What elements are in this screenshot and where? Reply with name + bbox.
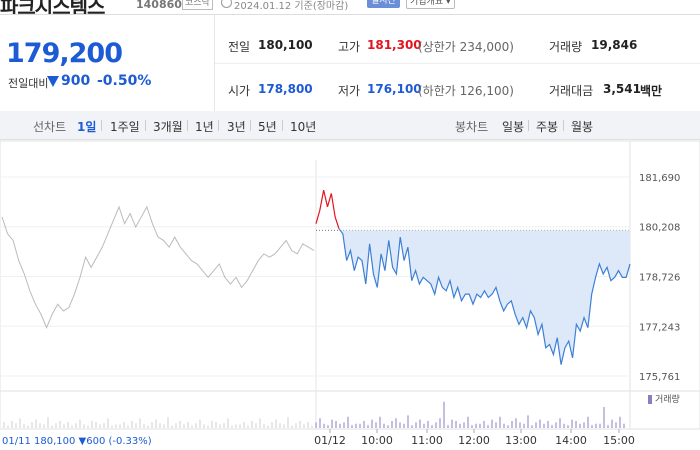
- price-info-panel: 179,200 전일대비 900 -0.50% 전일 180,100 고가 18…: [0, 14, 700, 113]
- candle-chart-label: 봉차트: [455, 120, 489, 134]
- divider: [101, 120, 102, 131]
- period-3m[interactable]: 3개월: [153, 120, 183, 134]
- market-badge: 코스닥: [182, 0, 213, 10]
- y-tick-label: 180,208: [639, 223, 680, 234]
- prev-day-summary: 01/11 180,100 ▼600 (-0.33%): [2, 436, 152, 447]
- divider: [250, 120, 251, 131]
- candle-weekly[interactable]: 주봉: [536, 120, 559, 134]
- company-overview-button[interactable]: 기업개요 ▾: [406, 0, 455, 9]
- amount-label: 거래대금: [549, 84, 594, 98]
- period-3y[interactable]: 3년: [227, 120, 246, 134]
- x-tick-label: 14:00: [555, 434, 587, 447]
- x-tick-label: 01/12: [314, 434, 346, 447]
- low-label: 저가: [338, 84, 361, 98]
- period-selector: 선차트 1일 1주일 3개월 1년 3년 5년 10년 봉차트 일봉 주봉 월봉: [0, 111, 700, 140]
- x-tick-label: 13:00: [505, 434, 537, 447]
- divider: [282, 120, 283, 131]
- y-tick-label: 181,690: [639, 173, 680, 184]
- below-reference-area: [316, 230, 630, 365]
- divider: [214, 15, 215, 112]
- divider: [528, 120, 529, 131]
- period-1y[interactable]: 1년: [195, 120, 214, 134]
- amount-unit: 백만: [640, 84, 663, 98]
- prev-close-value: 180,100: [258, 38, 313, 52]
- x-tick-label: 11:00: [411, 434, 443, 447]
- x-tick-label: 12:00: [458, 434, 490, 447]
- stock-name: 파크시스템스: [0, 0, 105, 14]
- down-arrow-icon: [47, 76, 59, 87]
- volume-label: 거래량: [655, 393, 680, 405]
- period-5y[interactable]: 5년: [258, 120, 277, 134]
- y-tick-label: 175,761: [639, 372, 680, 383]
- open-label: 시가: [228, 84, 251, 98]
- change-value: 900: [61, 73, 91, 89]
- x-tick-label: 10:00: [361, 434, 393, 447]
- divider: [218, 120, 219, 131]
- today-series-line: [338, 228, 631, 365]
- period-1w[interactable]: 1주일: [110, 120, 140, 134]
- divider: [187, 120, 188, 131]
- candle-daily[interactable]: 일봉: [502, 120, 525, 134]
- clock-icon: [221, 0, 232, 8]
- divider: [215, 63, 700, 64]
- divider: [563, 120, 564, 131]
- amount-value: 3,541: [603, 82, 641, 96]
- high-value: 181,300: [367, 38, 422, 52]
- volume-value: 19,846: [591, 38, 638, 52]
- period-1d[interactable]: 1일: [77, 120, 97, 134]
- price-chart[interactable]: 181,690 180,208 178,726 177,243 175,761 거래량 01…: [0, 140, 700, 450]
- x-tick-label: 15:00: [603, 434, 635, 447]
- quote-date: 2024.01.12 기준(장마감): [234, 1, 349, 12]
- prev-day-series-line: [1, 205, 315, 330]
- period-10y[interactable]: 10년: [290, 120, 317, 134]
- line-chart-label: 선차트: [33, 120, 67, 134]
- high-label: 고가: [338, 40, 361, 54]
- realtime-button[interactable]: 실시간: [367, 0, 400, 8]
- change-percent: -0.50%: [97, 73, 152, 89]
- divider: [145, 120, 146, 131]
- candle-monthly[interactable]: 월봉: [571, 120, 594, 134]
- current-price: 179,200: [6, 38, 123, 69]
- low-value: 176,100: [367, 82, 422, 96]
- y-tick-label: 177,243: [639, 322, 680, 333]
- volume-frame: [0, 390, 700, 430]
- today-series-line-up: [315, 189, 340, 229]
- open-value: 178,800: [258, 82, 313, 96]
- change-label: 전일대비: [8, 77, 49, 90]
- stock-code: 140860: [136, 0, 182, 11]
- volume-label: 거래량: [549, 40, 583, 54]
- stock-header: 파크시스템스 140860 코스닥 2024.01.12 기준(장마감) 실시간…: [0, 0, 700, 14]
- volume-legend-swatch: [648, 395, 652, 404]
- prev-close-label: 전일: [228, 40, 251, 54]
- upper-limit: (상한가 234,000): [418, 40, 514, 54]
- y-tick-label: 178,726: [639, 272, 680, 283]
- lower-limit: (하한가 126,100): [418, 84, 514, 98]
